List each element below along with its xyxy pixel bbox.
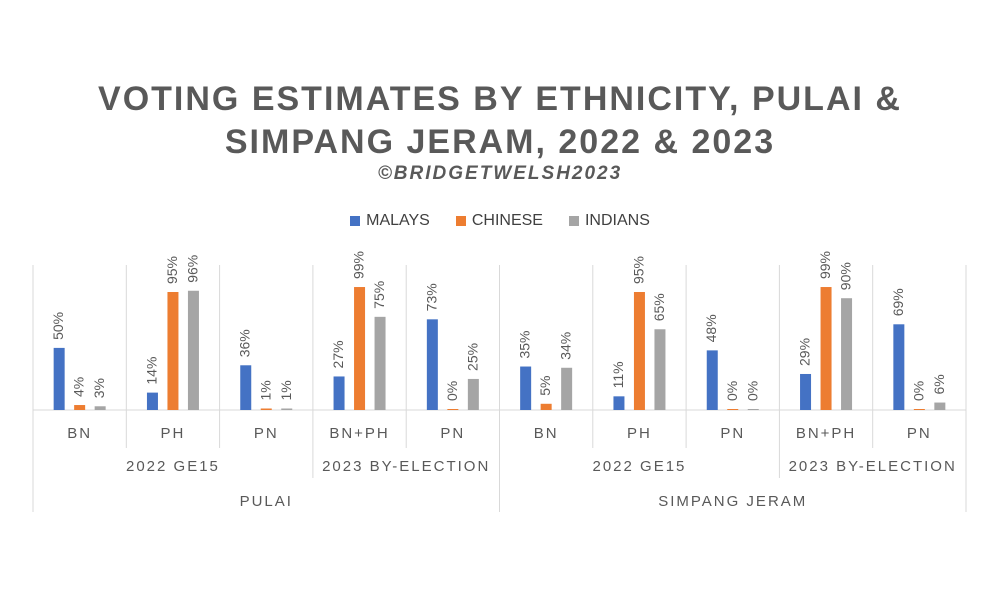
bar-malays-1 xyxy=(53,347,65,410)
data-label-indians-5: 25% xyxy=(464,343,480,371)
bar-chinese-1 xyxy=(74,405,86,410)
category-label-8: PN xyxy=(720,425,745,442)
legend-label-indians: INDIANS xyxy=(584,212,650,229)
bar-indians-2 xyxy=(187,290,199,410)
chart-legend: MALAYS CHINESE INDIANS xyxy=(0,212,1000,230)
group-label-2: 2023 BY-ELECTION xyxy=(322,458,490,475)
bar-indians-5 xyxy=(467,378,479,410)
bar-malays-7 xyxy=(613,396,625,410)
data-label-indians-3: 1% xyxy=(278,380,294,400)
data-label-chinese-4: 99% xyxy=(351,251,367,279)
legend-swatch-malays xyxy=(350,216,361,226)
data-label-chinese-9: 99% xyxy=(817,251,833,279)
data-label-indians-4: 75% xyxy=(371,281,387,309)
category-label-6: BN xyxy=(534,425,559,442)
data-label-chinese-3: 1% xyxy=(257,380,273,400)
bar-indians-1 xyxy=(94,406,106,410)
bar-chinese-5 xyxy=(447,409,459,410)
bar-malays-6 xyxy=(520,366,532,410)
data-label-indians-10: 6% xyxy=(931,374,947,394)
data-label-malays-6: 35% xyxy=(517,330,533,358)
category-label-2: PH xyxy=(161,425,186,442)
data-label-chinese-2: 95% xyxy=(164,256,180,284)
legend-label-malays: MALAYS xyxy=(366,212,430,229)
legend-item-indians: INDIANS xyxy=(568,212,650,230)
outer-group-label-2: SIMPANG JERAM xyxy=(658,493,807,510)
data-label-malays-5: 73% xyxy=(423,283,439,311)
bar-malays-10 xyxy=(893,324,905,410)
bar-chinese-4 xyxy=(354,287,366,410)
data-label-indians-8: 0% xyxy=(744,381,760,401)
data-label-malays-8: 48% xyxy=(703,314,719,342)
bar-chinese-9 xyxy=(820,287,832,410)
bar-chinese-3 xyxy=(260,408,272,410)
category-label-3: PN xyxy=(254,425,279,442)
group-label-1: 2022 GE15 xyxy=(126,458,220,475)
bar-indians-6 xyxy=(561,367,573,410)
bar-indians-7 xyxy=(654,329,666,410)
category-label-5: PN xyxy=(440,425,465,442)
chart-title-line-2: SIMPANG JERAM, 2022 & 2023 xyxy=(224,123,776,161)
data-label-malays-2: 14% xyxy=(143,357,159,385)
data-label-malays-7: 11% xyxy=(610,361,626,388)
bar-malays-4 xyxy=(333,376,345,410)
bar-chinese-2 xyxy=(167,292,179,410)
data-label-chinese-5: 0% xyxy=(444,381,460,401)
data-label-chinese-6: 5% xyxy=(537,376,553,396)
legend-label-chinese: CHINESE xyxy=(471,212,543,229)
outer-group-label-1: PULAI xyxy=(240,493,293,510)
category-label-7: PH xyxy=(627,425,652,442)
bar-malays-8 xyxy=(706,350,718,410)
data-label-malays-4: 27% xyxy=(330,340,346,368)
data-label-indians-2: 96% xyxy=(184,255,200,283)
group-label-4: 2023 BY-ELECTION xyxy=(789,458,957,475)
bar-malays-3 xyxy=(240,365,252,410)
data-label-indians-1: 3% xyxy=(91,378,107,398)
bar-chinese-7 xyxy=(633,292,645,410)
bar-chinese-6 xyxy=(540,403,552,410)
bar-malays-2 xyxy=(146,392,158,410)
category-label-9: BN+PH xyxy=(796,425,856,442)
bar-malays-5 xyxy=(426,319,438,410)
bar-indians-4 xyxy=(374,316,386,410)
data-label-chinese-7: 95% xyxy=(630,256,646,284)
data-label-indians-7: 65% xyxy=(651,293,667,321)
bar-indians-8 xyxy=(747,409,759,410)
chart-subtitle: ©BRIDGETWELSH2023 xyxy=(377,163,623,184)
legend-item-chinese: CHINESE xyxy=(455,212,543,230)
bar-chinese-8 xyxy=(727,409,739,410)
data-label-malays-3: 36% xyxy=(237,329,253,357)
data-label-malays-9: 29% xyxy=(797,338,813,366)
group-label-3: 2022 GE15 xyxy=(592,458,686,475)
legend-swatch-indians xyxy=(568,216,579,226)
data-label-malays-10: 69% xyxy=(890,288,906,316)
category-label-10: PN xyxy=(907,425,932,442)
chart-title-line-1: VOTING ESTIMATES BY ETHNICITY, PULAI & xyxy=(98,80,902,118)
category-label-1: BN xyxy=(67,425,92,442)
data-label-chinese-8: 0% xyxy=(724,381,740,401)
legend-item-malays: MALAYS xyxy=(350,212,430,230)
data-label-indians-9: 90% xyxy=(838,262,854,290)
legend-swatch-chinese xyxy=(455,216,466,226)
bar-chinese-10 xyxy=(913,409,925,410)
data-label-chinese-1: 4% xyxy=(71,377,87,397)
bar-malays-9 xyxy=(800,373,812,410)
category-label-4: BN+PH xyxy=(329,425,389,442)
bar-indians-10 xyxy=(934,402,946,410)
data-label-malays-1: 50% xyxy=(50,312,66,340)
data-label-chinese-10: 0% xyxy=(910,381,926,401)
bar-indians-9 xyxy=(841,298,853,410)
bar-indians-3 xyxy=(281,408,293,410)
data-label-indians-6: 34% xyxy=(558,332,574,360)
